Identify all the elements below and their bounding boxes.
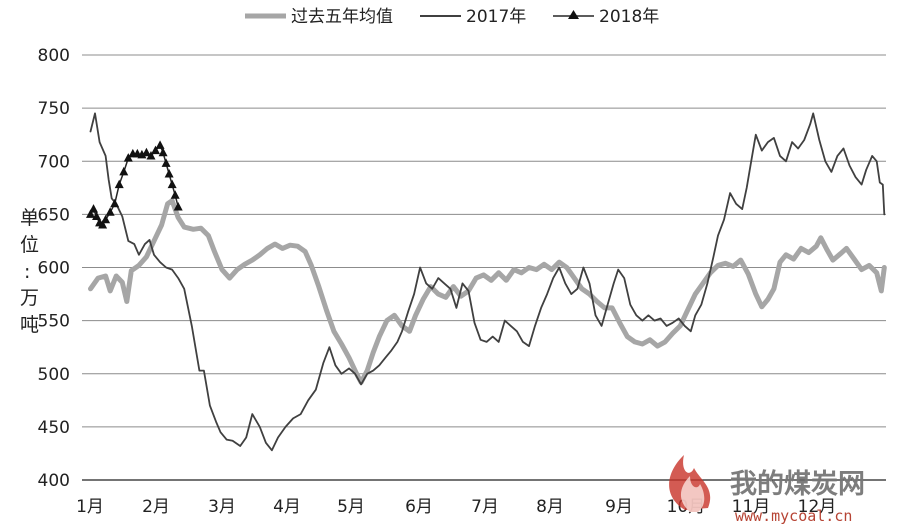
- y-axis-label-char: 万: [20, 287, 39, 309]
- triangle-marker-point: [158, 147, 168, 157]
- y-axis-tick-labels: 400 450 500 550 600 650 700 750 800: [38, 46, 70, 491]
- flame-logo-icon: [669, 455, 711, 512]
- triangle-marker-point: [98, 220, 108, 229]
- triangle-marker-point: [114, 179, 124, 189]
- triangle-marker-point: [155, 140, 165, 149]
- series-line-1: [89, 112, 886, 452]
- legend-label-2017: 2017年: [466, 7, 526, 27]
- triangle-marker-point: [146, 150, 156, 160]
- triangle-marker-point: [92, 211, 102, 220]
- x-tick-label: 3月: [208, 497, 236, 517]
- gridlines: [82, 54, 886, 481]
- y-axis-label-text: 单位: 万吨: [20, 207, 39, 336]
- triangle-marker-point: [173, 201, 183, 211]
- triangle-marker-point: [123, 153, 133, 162]
- y-tick-label: 400: [38, 471, 70, 491]
- triangle-marker-point: [151, 145, 161, 155]
- triangle-marker-point: [141, 147, 151, 157]
- triangle-marker-point: [161, 158, 171, 167]
- triangle-marker-point: [86, 209, 95, 218]
- x-tick-label: 1月: [76, 497, 104, 517]
- x-tick-label: 2月: [142, 497, 170, 517]
- watermark-title: 我的煤炭网: [730, 468, 865, 500]
- triangle-marker-point: [164, 169, 174, 178]
- triangle-marker-point: [167, 179, 177, 189]
- legend: 过去五年均值 2017年 2018年: [245, 7, 659, 27]
- y-tick-label: 600: [38, 259, 70, 279]
- series-lines: [86, 112, 887, 452]
- triangle-marker-point: [89, 204, 99, 213]
- x-tick-label: 11月: [732, 497, 771, 517]
- triangle-marker-point: [101, 214, 111, 224]
- watermark: 我的煤炭网 www.mycoal.cn: [669, 455, 865, 525]
- legend-marker-triangle-icon: [568, 10, 579, 19]
- triangle-marker-point: [110, 198, 120, 208]
- y-tick-label: 450: [38, 418, 70, 438]
- y-axis-label-char: 位: [20, 234, 39, 256]
- x-tick-label: 7月: [471, 497, 499, 517]
- y-tick-label: 650: [38, 205, 70, 225]
- watermark-url: www.mycoal.cn: [735, 507, 852, 525]
- y-axis-label-char: :: [24, 261, 30, 283]
- triangle-marker-point: [170, 190, 180, 199]
- y-tick-label: 750: [38, 99, 70, 119]
- triangle-marker-point: [119, 166, 129, 176]
- y-axis-label: 单位: 万吨: [20, 207, 39, 336]
- legend-label-2018: 2018年: [599, 7, 659, 27]
- legend-label-five-year-avg: 过去五年均值: [291, 7, 393, 27]
- x-tick-label: 8月: [536, 497, 564, 517]
- y-tick-label: 500: [38, 365, 70, 385]
- y-axis-label-char: 单: [20, 207, 39, 229]
- triangle-marker-point: [105, 207, 115, 216]
- y-tick-label: 700: [38, 152, 70, 172]
- x-tick-label: 12月: [798, 497, 837, 517]
- x-tick-label: 5月: [337, 497, 365, 517]
- series-line-0: [88, 198, 887, 385]
- x-tick-label: 4月: [273, 497, 301, 517]
- y-axis-label-char: 吨: [20, 314, 39, 336]
- x-tick-label: 9月: [605, 497, 633, 517]
- x-tick-label: 6月: [405, 497, 433, 517]
- x-axis-month-labels: 1月2月3月4月5月6月7月8月9月10月11月12月: [76, 497, 836, 517]
- y-tick-label: 800: [38, 46, 70, 66]
- y-tick-label: 550: [38, 312, 70, 332]
